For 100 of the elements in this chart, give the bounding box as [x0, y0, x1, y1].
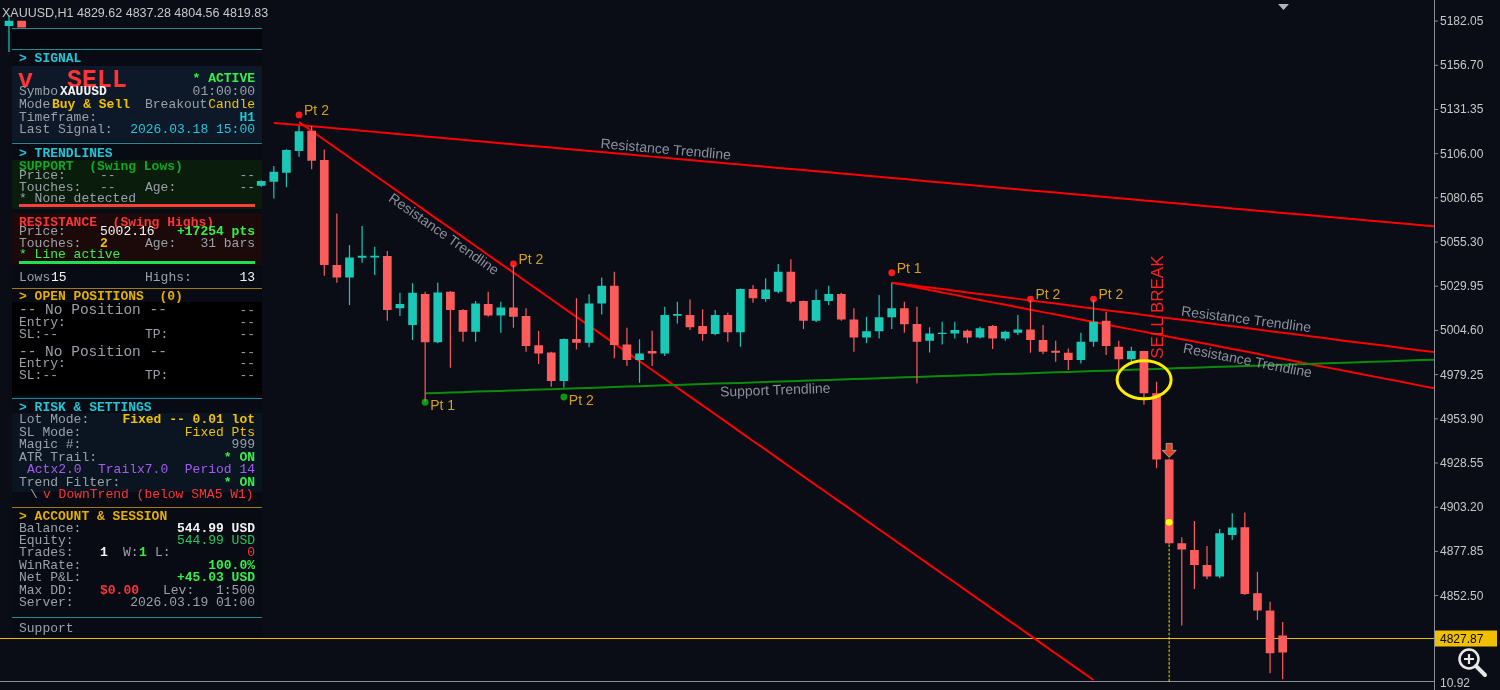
annotation: TP:	[145, 327, 169, 342]
annotation: v DownTrend (below SMA5 W1)	[43, 487, 254, 502]
annotation: * ON	[223, 475, 255, 490]
annotation: W:	[123, 545, 139, 560]
annotation: Highs:	[145, 270, 192, 285]
y-tick-label: 4979.25	[1440, 367, 1484, 382]
data-label: Pt 1	[430, 397, 456, 414]
candlestick	[282, 149, 291, 188]
text: Resistance Trendline	[599, 135, 732, 163]
candlestick	[382, 251, 392, 321]
data-label: Pt 1	[896, 259, 922, 276]
y-tick-label: 4953.90	[1440, 411, 1484, 426]
annotation: * ON	[223, 450, 255, 465]
annotation: Breakout	[145, 97, 208, 112]
annotation: > ACCOUNT & SESSION	[19, 509, 168, 524]
annotation: Mode	[19, 97, 51, 112]
text: 10.92	[1440, 676, 1471, 690]
annotation: $0.00	[100, 583, 140, 598]
candlestick	[609, 271, 619, 359]
annotation: 1:500	[215, 583, 255, 598]
ref-line-label: 4827.87	[1440, 631, 1484, 646]
y-tick-label: 5131.35	[1440, 102, 1484, 117]
annotation: Lev:	[163, 583, 195, 598]
candlestick	[1215, 528, 1224, 579]
annotation: L:	[155, 545, 171, 560]
candlestick	[395, 292, 405, 316]
data-label: Pt 2	[304, 101, 330, 118]
annotation: +45.03 USD	[176, 570, 256, 585]
annotation: H1	[239, 110, 256, 125]
y-tick-label: 5182.05	[1440, 14, 1484, 29]
data-label: Pt 2	[1098, 286, 1124, 303]
candlestick	[698, 309, 707, 341]
annotation: Last Signal:	[19, 122, 113, 137]
candlestick	[471, 300, 480, 342]
candlestick	[307, 126, 317, 170]
point	[888, 269, 896, 277]
y-tick-label: 4903.20	[1440, 500, 1484, 515]
candlestick	[912, 306, 922, 384]
annotation: 100.0%	[208, 558, 256, 573]
annotation: Balance:	[19, 521, 82, 536]
data-label: Pt 2	[1035, 286, 1061, 303]
candlestick	[1240, 512, 1250, 596]
annotation: 15	[51, 270, 67, 285]
annotation: * ACTIVE	[192, 71, 256, 86]
candlestick	[433, 282, 443, 344]
annotation: Max DD:	[19, 583, 74, 598]
point	[1027, 295, 1034, 303]
point	[295, 111, 303, 119]
annotation: SELL BREAK	[1148, 254, 1168, 359]
candlestick	[673, 301, 682, 324]
annotation: Timeframe:	[19, 110, 98, 125]
candlestick	[799, 300, 808, 330]
chart-title: XAUUSD,H1 4829.62 4837.28 4804.56 4819.83	[2, 6, 269, 20]
annotation: Magic #:	[19, 437, 82, 452]
candlestick	[1278, 622, 1288, 680]
annotation: SL:--	[19, 327, 59, 342]
series-label: Support Trendline	[719, 379, 831, 400]
y-tick-label: 5029.95	[1440, 279, 1484, 294]
data-label: Pt 2	[568, 392, 594, 409]
annotation: Lows	[19, 270, 51, 285]
candlestick	[685, 299, 695, 330]
annotation: -- No Position --	[19, 302, 167, 318]
annotation: Actx2.0	[27, 462, 82, 477]
annotation: --	[239, 327, 255, 342]
candlestick	[546, 351, 556, 387]
annotation: Server:	[19, 595, 74, 610]
annotation: Equity:	[19, 533, 74, 548]
y-tick-label: 5080.65	[1440, 190, 1484, 205]
text: Resistance Trendline	[1182, 339, 1314, 381]
point	[510, 260, 517, 268]
candlestick	[1013, 315, 1023, 335]
annotation: Lot Mode:	[19, 412, 90, 427]
annotation: Age:	[145, 236, 177, 251]
candlestick	[1038, 325, 1048, 354]
candlestick	[660, 306, 670, 357]
annotation: Fixed -- 0.01 lot	[122, 412, 255, 427]
annotation: 13	[239, 270, 255, 285]
annotation: SL:--	[19, 368, 59, 383]
point	[421, 398, 429, 406]
annotation: Entry:	[19, 315, 66, 330]
candlestick	[849, 308, 859, 352]
annotation: Age:	[145, 180, 177, 195]
annotation: ATR Trail:	[19, 450, 98, 465]
candlestick	[773, 264, 783, 294]
annotation: > RISK & SETTINGS	[19, 400, 152, 415]
candlestick	[736, 288, 745, 347]
candlestick	[900, 301, 909, 333]
annotation: 544.99 USD	[176, 533, 256, 548]
candlestick	[1253, 571, 1262, 620]
y-tick-label: 4928.55	[1440, 456, 1484, 471]
annotation: --	[239, 315, 255, 330]
candlestick	[635, 339, 644, 383]
candlestick	[1202, 545, 1212, 580]
candlestick	[408, 283, 417, 341]
annotation: Trend Filter:	[19, 475, 121, 490]
candlestick	[710, 310, 720, 336]
y-tick-label: 5055.30	[1440, 235, 1484, 250]
annotation: --	[239, 180, 255, 195]
candlestick	[622, 327, 632, 366]
annotation: 1	[100, 545, 108, 560]
